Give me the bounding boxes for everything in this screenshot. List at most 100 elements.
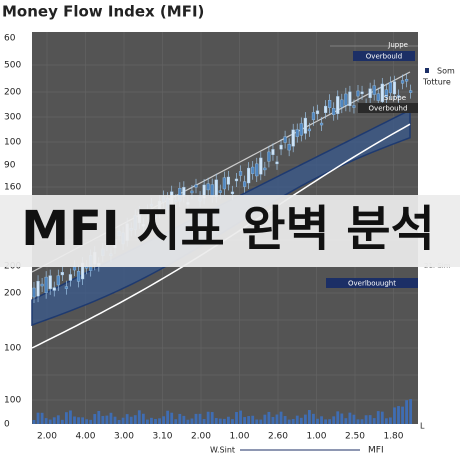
volume-bar	[263, 414, 267, 424]
y-axis-label: 100	[4, 396, 21, 406]
volume-bar	[69, 410, 72, 424]
candle	[36, 280, 40, 297]
candle	[259, 157, 263, 175]
candle	[324, 105, 328, 113]
candle	[336, 96, 340, 114]
candle	[190, 190, 194, 194]
volume-bar	[133, 415, 137, 424]
candle	[56, 275, 60, 286]
candle	[384, 89, 388, 98]
volume-bar	[227, 416, 230, 424]
candle	[283, 136, 287, 143]
candle	[360, 91, 364, 95]
volume-bar	[194, 413, 198, 424]
candle	[388, 82, 392, 94]
x-axis-label: 4.00	[75, 432, 95, 442]
candle	[60, 271, 64, 276]
candle	[222, 177, 226, 190]
volume-bar	[348, 412, 352, 424]
candle	[344, 93, 348, 106]
candle	[352, 105, 356, 108]
candle	[234, 178, 239, 182]
candle	[328, 100, 332, 108]
candle	[409, 90, 413, 93]
volume-bar	[235, 412, 238, 424]
volume-bar	[121, 417, 125, 424]
volume-bar	[137, 410, 141, 424]
legend-text: Som	[437, 67, 455, 76]
volume-bar	[344, 418, 348, 424]
volume-bar	[239, 410, 242, 424]
volume-bar	[364, 415, 368, 424]
volume-bar	[186, 419, 190, 424]
candle	[251, 166, 255, 174]
candle	[396, 95, 401, 98]
volume-bar	[275, 414, 279, 424]
volume-bar	[316, 418, 319, 424]
x-axis-label: 2.00	[37, 432, 57, 442]
mid-box-text: Overbouhd	[369, 105, 408, 113]
volume-bar	[154, 419, 157, 424]
candle	[279, 144, 283, 150]
low-box	[326, 278, 418, 288]
volume-bar	[283, 416, 287, 424]
volume-bar	[401, 406, 404, 424]
y-axis-label: 100	[4, 138, 21, 148]
volume-bar	[81, 417, 84, 424]
volume-bar	[389, 417, 392, 424]
volume-bar	[89, 419, 93, 424]
volume-bar	[255, 419, 259, 424]
candle	[44, 276, 48, 293]
volume-bar	[303, 414, 307, 424]
candle	[242, 181, 247, 187]
volume-bar	[299, 417, 303, 424]
volume-bar	[251, 415, 255, 424]
y-axis-label: 300	[4, 113, 21, 123]
corner-label: L	[420, 422, 425, 431]
candle	[68, 274, 73, 281]
volume-bar	[109, 412, 113, 424]
volume-bar	[324, 419, 327, 424]
volume-bar	[372, 418, 376, 424]
volume-bar	[409, 399, 413, 424]
x-axis-label: 1.00	[229, 432, 249, 442]
y-axis-label: 500	[4, 61, 21, 71]
volume-bar	[405, 400, 408, 424]
candle	[210, 184, 214, 197]
candle	[356, 90, 360, 97]
candle	[287, 144, 291, 151]
candle	[275, 161, 279, 165]
volume-bar	[368, 415, 372, 424]
legend-swatch	[425, 68, 429, 73]
candle	[376, 93, 380, 101]
volume-bar	[206, 411, 210, 424]
top-box	[353, 51, 415, 61]
candle	[64, 286, 68, 289]
volume-bar	[202, 419, 206, 424]
volume-bar	[105, 415, 109, 424]
volume-bar	[182, 415, 186, 424]
volume-bar	[397, 406, 400, 424]
volume-bar	[129, 416, 133, 424]
volume-bar	[328, 419, 332, 424]
volume-bar	[113, 416, 117, 424]
volume-bar	[44, 418, 48, 424]
volume-bar	[243, 417, 246, 424]
candle	[405, 79, 409, 82]
volume-bar	[117, 419, 121, 424]
volume-bar	[60, 419, 64, 424]
candle	[319, 122, 324, 126]
volume-bar	[267, 411, 271, 424]
candle	[255, 163, 259, 177]
volume-bar	[198, 413, 202, 424]
volume-bar	[214, 418, 218, 424]
volume-bar	[210, 412, 214, 424]
mid-label: Suppe	[384, 94, 406, 102]
volume-bar	[231, 419, 234, 424]
candle	[291, 129, 295, 147]
volume-bar	[48, 419, 52, 424]
volume-bar	[380, 411, 384, 424]
volume-bar	[56, 415, 60, 424]
volume-bar	[332, 416, 336, 424]
